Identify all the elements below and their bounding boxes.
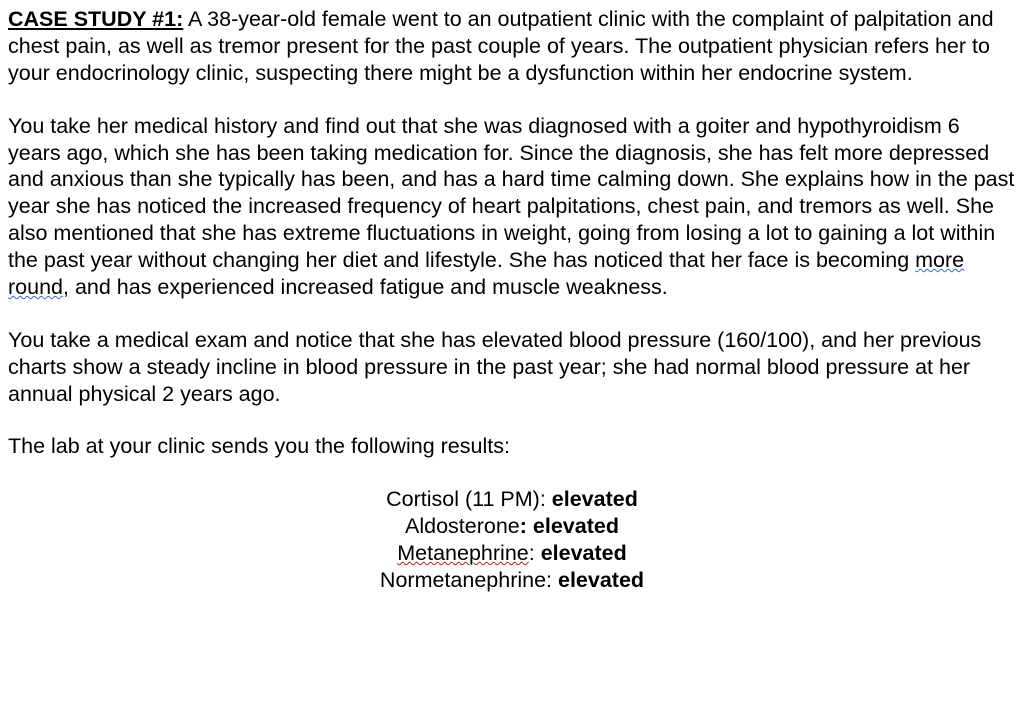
paragraph-history: You take her medical history and find ou… <box>8 113 1016 301</box>
lab-results-block: Cortisol (11 PM): elevated Aldosterone: … <box>8 486 1016 594</box>
result-normetanephrine: Normetanephrine: elevated <box>8 567 1016 594</box>
result-cortisol: Cortisol (11 PM): elevated <box>8 486 1016 513</box>
result-normetanephrine-label: Normetanephrine: <box>380 568 558 592</box>
result-normetanephrine-value: elevated <box>558 568 644 592</box>
result-metanephrine: Metanephrine: elevated <box>8 540 1016 567</box>
result-metanephrine-sep: : <box>529 541 541 565</box>
case-study-title: CASE STUDY #1: <box>8 7 183 31</box>
result-aldosterone: Aldosterone: elevated <box>8 513 1016 540</box>
history-text-a: You take her medical history and find ou… <box>8 114 1014 272</box>
result-aldosterone-value: elevated <box>533 514 619 538</box>
paragraph-lab-intro: The lab at your clinic sends you the fol… <box>8 433 1016 460</box>
result-cortisol-value: elevated <box>552 487 638 511</box>
history-text-b: , and has experienced increased fatigue … <box>63 275 668 299</box>
paragraph-intro: CASE STUDY #1: A 38-year-old female went… <box>8 6 1016 87</box>
result-aldosterone-label: Aldosterone <box>405 514 520 538</box>
document-page: CASE STUDY #1: A 38-year-old female went… <box>0 0 1024 594</box>
result-metanephrine-value: elevated <box>541 541 627 565</box>
result-cortisol-label: Cortisol (11 PM): <box>386 487 552 511</box>
paragraph-exam: You take a medical exam and notice that … <box>8 327 1016 408</box>
result-metanephrine-label: Metanephrine <box>397 541 528 565</box>
result-aldosterone-sep: : <box>520 514 533 538</box>
